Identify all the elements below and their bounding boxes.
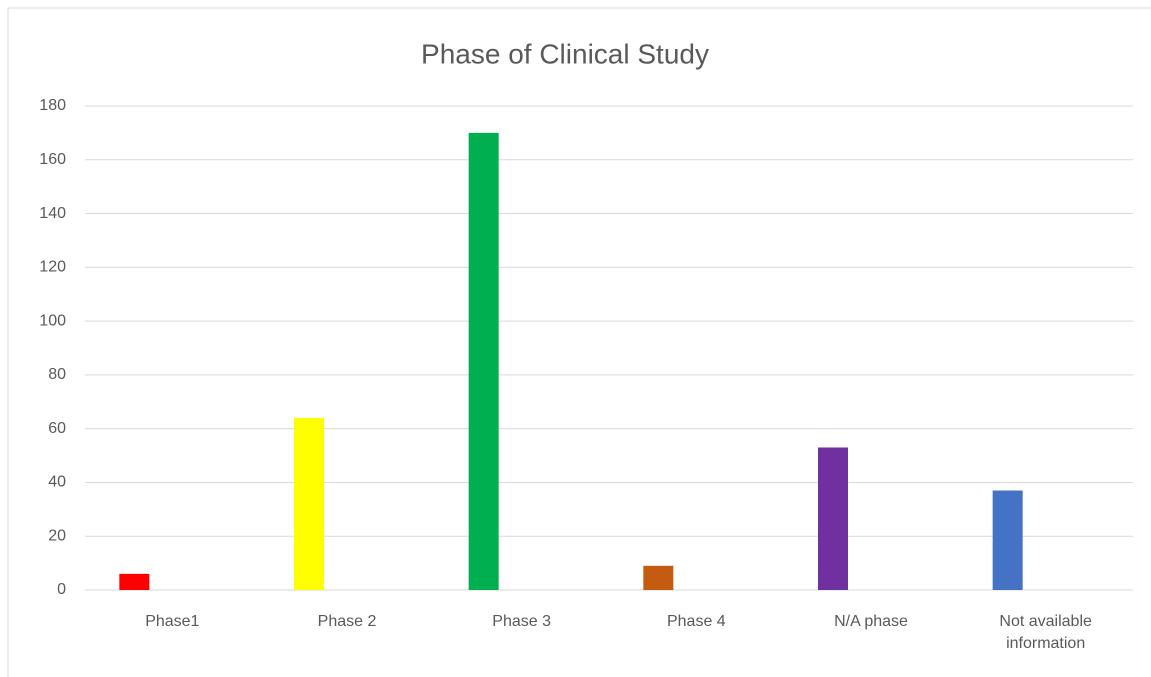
- x-tick-label: N/A phase: [834, 613, 908, 630]
- y-tick-label: 180: [39, 97, 66, 114]
- y-tick-label: 160: [39, 151, 66, 168]
- bar: [119, 573, 150, 590]
- bar: [468, 132, 499, 590]
- y-tick-label: 120: [39, 259, 66, 276]
- chart-title: Phase of Clinical Study: [421, 38, 709, 69]
- bar: [818, 447, 848, 590]
- bar: [643, 565, 674, 590]
- y-tick-label: 20: [48, 527, 66, 544]
- x-tick-label: Phase1: [145, 613, 200, 630]
- y-tick-label: 80: [48, 366, 66, 383]
- x-tick-label: Phase 4: [666, 613, 726, 630]
- chart-border: [7, 7, 1151, 677]
- y-tick-label: 140: [39, 205, 66, 222]
- y-tick-label: 40: [48, 474, 66, 491]
- x-tick-label: Not available information: [999, 613, 1092, 652]
- x-tick-label: Phase 2: [317, 613, 377, 630]
- bar: [992, 490, 1023, 590]
- y-tick-label: 100: [39, 312, 66, 329]
- y-tick-label: 60: [48, 420, 66, 437]
- bar: [294, 417, 324, 590]
- y-tick-label: 0: [57, 581, 66, 598]
- x-tick-label: Phase 3: [492, 613, 552, 630]
